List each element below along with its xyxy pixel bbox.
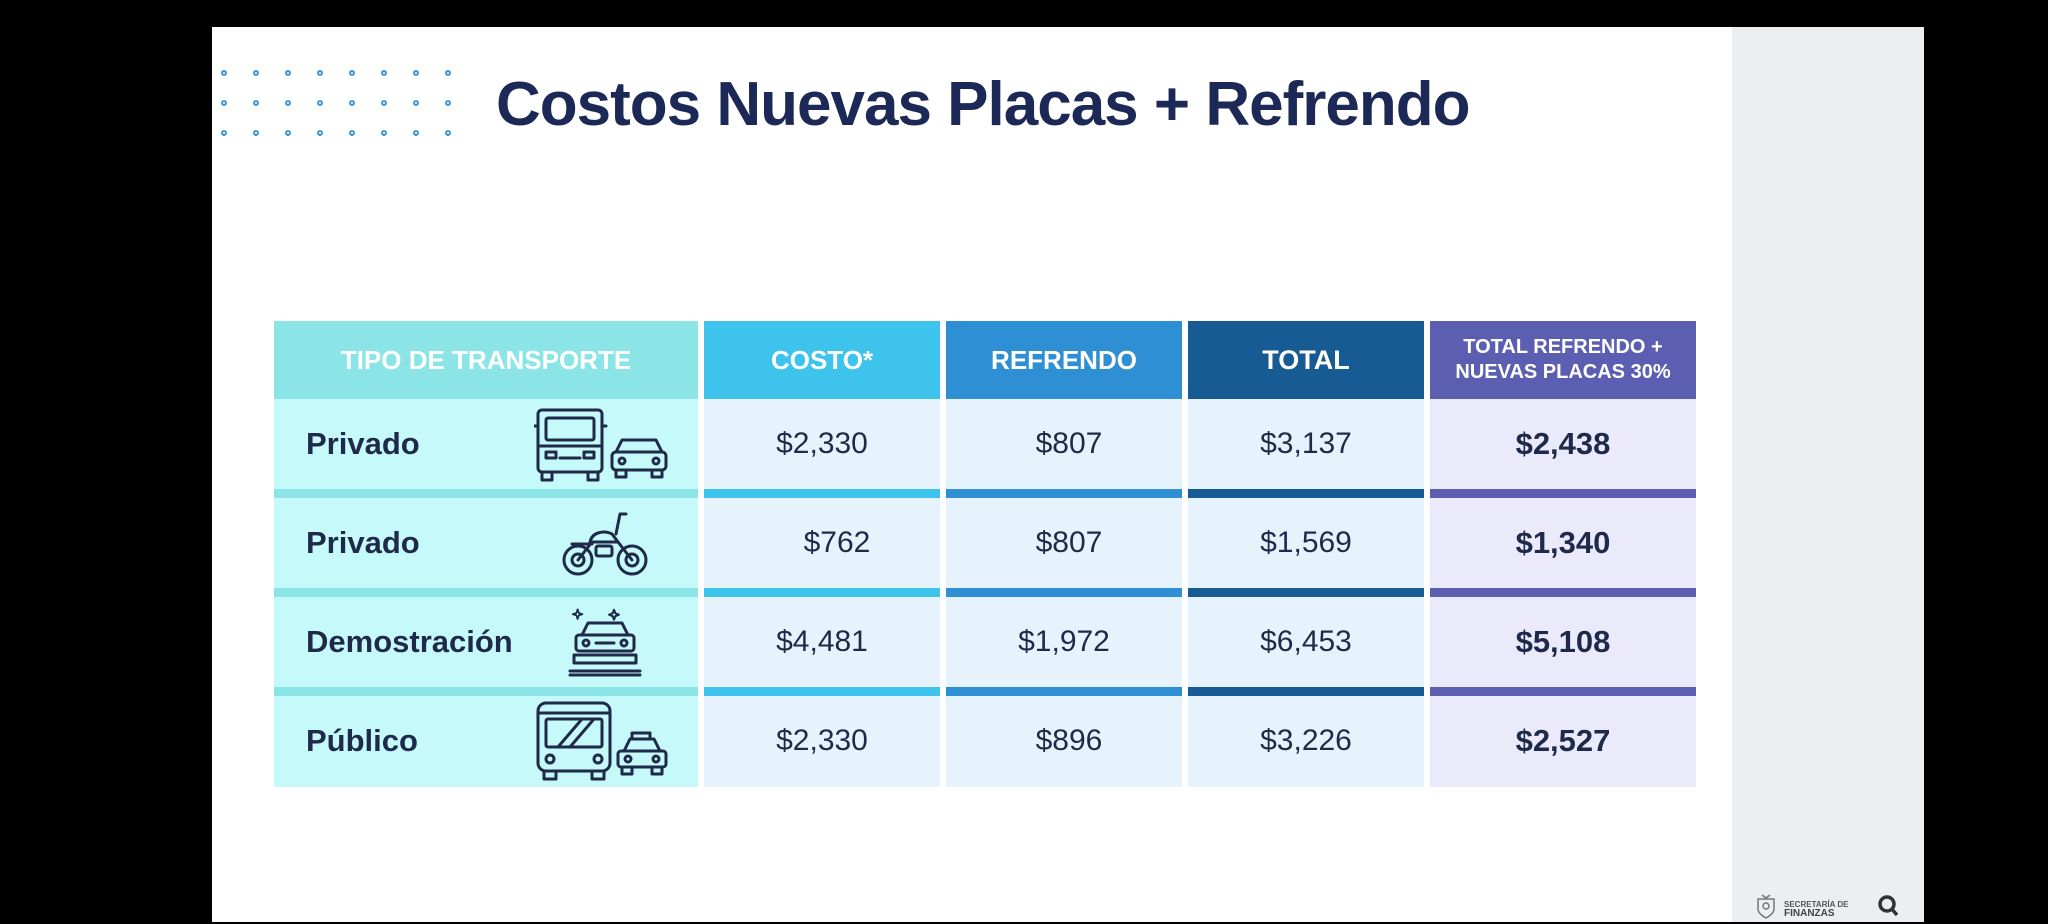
- row-separator: [946, 489, 1182, 498]
- dot-pattern-decoration: [221, 70, 461, 144]
- decor-dot: [253, 100, 259, 106]
- row-separator: [704, 588, 940, 597]
- cell-costo: $2,330: [776, 724, 868, 757]
- header-combo-line1: TOTAL REFRENDO +: [1463, 336, 1663, 358]
- decor-dot: [285, 100, 291, 106]
- table-row-type: Público: [274, 696, 698, 786]
- q-logo-icon: [1876, 893, 1900, 924]
- row-separator: [1430, 588, 1696, 597]
- cell-refrendo: $896: [1035, 724, 1103, 757]
- cell-costo: $2,330: [776, 427, 868, 460]
- header-total: TOTAL: [1188, 321, 1424, 399]
- slide: Costos Nuevas Placas + Refrendo TIPO DE …: [212, 27, 1732, 922]
- row-separator: [274, 588, 698, 597]
- row-separator: [1188, 489, 1424, 498]
- decor-dot: [221, 130, 227, 136]
- decor-dot: [381, 130, 387, 136]
- header-costo: COSTO*: [704, 321, 940, 399]
- row-separator: [1188, 588, 1424, 597]
- row-separator: [1430, 687, 1696, 696]
- cell-total: $3,226: [1260, 724, 1352, 757]
- cell-total: $6,453: [1260, 625, 1352, 658]
- decor-dot: [381, 70, 387, 76]
- decor-dot: [381, 100, 387, 106]
- crest-icon: [1754, 893, 1778, 924]
- decor-dot: [413, 100, 419, 106]
- footer-line1: SECRETARÍA DE: [1784, 899, 1849, 909]
- decor-dot: [285, 130, 291, 136]
- row-separator: [946, 588, 1182, 597]
- decor-dot: [317, 130, 323, 136]
- footer-logo: SECRETARÍA DE FINANZAS: [1754, 893, 1900, 924]
- decor-dot: [349, 70, 355, 76]
- decor-dot: [445, 130, 451, 136]
- decor-dot: [413, 70, 419, 76]
- decor-dot: [285, 70, 291, 76]
- decor-dot: [413, 130, 419, 136]
- header-combo-line2: NUEVAS PLACAS 30%: [1455, 361, 1671, 383]
- table-row-type: Privado: [274, 399, 698, 489]
- row-separator: [704, 687, 940, 696]
- truck-and-car-icon: [534, 406, 670, 482]
- header-refrendo-label: REFRENDO: [991, 344, 1137, 375]
- decor-dot: [445, 70, 451, 76]
- cell-total: $3,137: [1260, 427, 1352, 460]
- row-separator: [704, 489, 940, 498]
- decor-dot: [221, 70, 227, 76]
- decor-dot: [317, 70, 323, 76]
- column-refrendo: REFRENDO $807 $807 $1,972 $896: [946, 321, 1182, 787]
- column-tipo: TIPO DE TRANSPORTE Privado: [274, 321, 698, 787]
- header-tipo: TIPO DE TRANSPORTE: [274, 321, 698, 399]
- cell-combo: $1,340: [1515, 525, 1611, 560]
- side-panel: [1732, 27, 1924, 922]
- decor-dot: [445, 100, 451, 106]
- header-refrendo: REFRENDO: [946, 321, 1182, 399]
- header-total-label: TOTAL: [1262, 344, 1350, 375]
- column-costo: COSTO* $2,330 $762 $4,481 $2,330: [704, 321, 940, 787]
- row-separator: [946, 687, 1182, 696]
- decor-dot: [221, 100, 227, 106]
- row-type-label: Demostración: [306, 624, 513, 659]
- row-type-label: Privado: [306, 426, 420, 461]
- table-row-type: Demostración: [274, 597, 698, 687]
- showroom-car-icon: [568, 607, 642, 677]
- cell-costo: $4,481: [776, 625, 868, 658]
- header-costo-label: COSTO*: [770, 344, 874, 375]
- row-separator: [1188, 687, 1424, 696]
- cell-refrendo: $1,972: [1018, 625, 1110, 658]
- motorcycle-icon: [562, 508, 648, 578]
- table-row-type: Privado: [274, 498, 698, 588]
- row-separator: [1430, 489, 1696, 498]
- cell-combo: $5,108: [1515, 624, 1611, 659]
- header-combo: TOTAL REFRENDO + NUEVAS PLACAS 30%: [1430, 321, 1696, 399]
- row-type-label: Público: [306, 723, 418, 758]
- footer-line2: FINANZAS: [1784, 907, 1835, 919]
- cell-total: $1,569: [1260, 526, 1352, 559]
- decor-dot: [317, 100, 323, 106]
- cell-combo: $2,438: [1515, 426, 1611, 461]
- footer-org-name: SECRETARÍA DE FINANZAS: [1784, 899, 1849, 919]
- decor-dot: [253, 70, 259, 76]
- row-separator: [274, 489, 698, 498]
- cell-combo: $2,527: [1515, 723, 1611, 758]
- cell-refrendo: $807: [1035, 427, 1103, 460]
- row-type-label: Privado: [306, 525, 420, 560]
- header-tipo-label: TIPO DE TRANSPORTE: [340, 344, 632, 375]
- cell-refrendo: $807: [1035, 526, 1103, 559]
- decor-dot: [253, 130, 259, 136]
- row-separator: [274, 687, 698, 696]
- column-combo: TOTAL REFRENDO + NUEVAS PLACAS 30% $2,43…: [1430, 321, 1696, 787]
- cell-costo: $762: [803, 526, 871, 559]
- decor-dot: [349, 130, 355, 136]
- bus-and-taxi-icon: [534, 701, 670, 781]
- decor-dot: [349, 100, 355, 106]
- column-total: TOTAL $3,137 $1,569 $6,453 $3,226: [1188, 321, 1424, 787]
- slide-title: Costos Nuevas Placas + Refrendo: [496, 70, 1470, 139]
